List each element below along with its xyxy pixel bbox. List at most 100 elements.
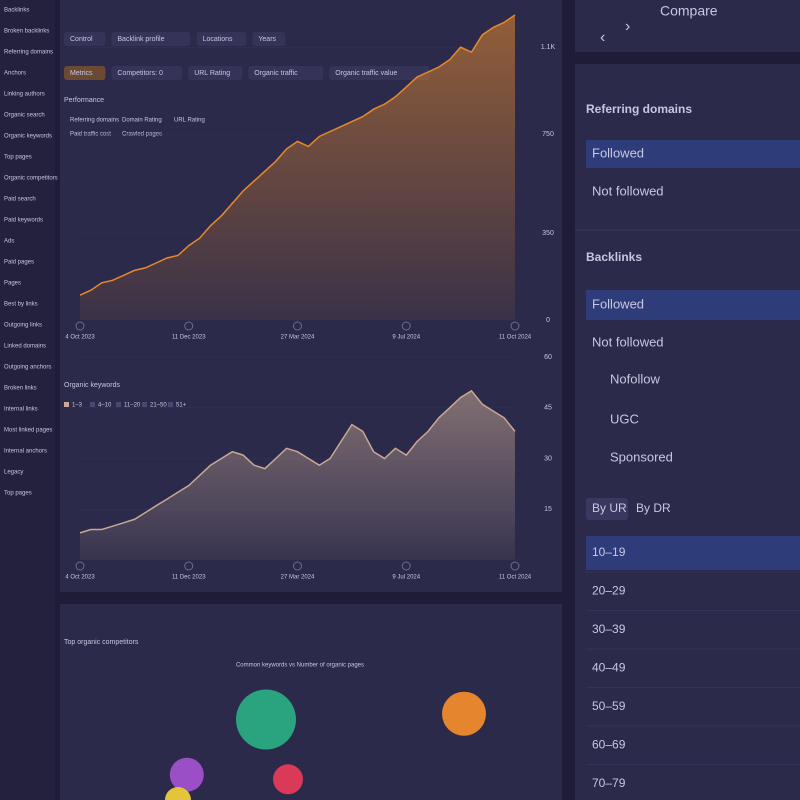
filter-row[interactable]: Followed: [592, 145, 644, 160]
control-pill[interactable]: [64, 66, 106, 80]
section-title: Backlinks: [586, 250, 642, 264]
x-tick-label: 27 Mar 2024: [281, 575, 315, 581]
range-row[interactable]: 20–29: [592, 584, 626, 598]
control-label[interactable]: Competitors: 0: [117, 70, 163, 77]
sidebar-item[interactable]: Legacy: [4, 470, 23, 476]
bucket-label[interactable]: 1–3: [72, 403, 83, 409]
sidebar-item[interactable]: Pages: [4, 281, 21, 287]
sidebar-item[interactable]: Outgoing links: [4, 323, 42, 329]
bucket-swatch[interactable]: [168, 402, 173, 407]
filter-row[interactable]: Not followed: [592, 183, 664, 198]
filter-label[interactable]: Years: [258, 36, 276, 43]
bucket-label[interactable]: 21–50: [150, 403, 167, 409]
sidebar-item[interactable]: Linking authors: [4, 92, 45, 98]
sidebar-item[interactable]: Top pages: [4, 155, 32, 161]
filter-row[interactable]: Followed: [592, 296, 644, 311]
control-pill[interactable]: [188, 66, 243, 80]
rating-tab[interactable]: By UR: [592, 501, 627, 515]
sidebar-item[interactable]: Ads: [4, 239, 14, 245]
bucket-swatch[interactable]: [64, 402, 69, 407]
range-row[interactable]: 40–49: [592, 661, 626, 675]
control-pill[interactable]: [111, 66, 183, 80]
metric-option[interactable]: Paid traffic cost: [70, 132, 111, 138]
bubble[interactable]: [165, 787, 191, 800]
bubble[interactable]: [273, 764, 303, 795]
filter-label[interactable]: Locations: [203, 36, 233, 43]
sidebar-item[interactable]: Broken links: [4, 386, 37, 392]
nav-prev[interactable]: ‹: [600, 29, 605, 46]
control-label[interactable]: Metrics: [70, 70, 93, 77]
sidebar-item[interactable]: Best by links: [4, 302, 38, 308]
filter-row[interactable]: Sponsored: [610, 449, 673, 464]
sidebar-item[interactable]: Paid pages: [4, 260, 34, 266]
bubble[interactable]: [236, 689, 296, 750]
x-tick-label: 9 Jul 2024: [392, 575, 420, 581]
metric-option[interactable]: Domain Rating: [122, 118, 162, 124]
bucket-swatch[interactable]: [90, 402, 95, 407]
control-label[interactable]: Organic traffic value: [335, 70, 397, 77]
control-label[interactable]: Organic traffic: [254, 70, 298, 77]
sidebar-item[interactable]: Backlinks: [4, 8, 29, 14]
sidebar-item[interactable]: Top pages: [4, 491, 32, 497]
filter-pill[interactable]: [64, 32, 106, 46]
sidebar-item[interactable]: Paid search: [4, 197, 36, 203]
x-tick-label: 4 Oct 2023: [65, 575, 95, 581]
sidebar-item[interactable]: Outgoing anchors: [4, 365, 51, 371]
sidebar-item[interactable]: Referring domains: [4, 50, 53, 56]
sidebar-item[interactable]: Linked domains: [4, 344, 46, 350]
range-row[interactable]: 30–39: [592, 622, 626, 636]
filter-row[interactable]: Not followed: [592, 334, 664, 349]
filter-label[interactable]: Backlink profile: [117, 36, 164, 43]
sidebar-item[interactable]: Organic competitors: [4, 176, 58, 182]
range-row[interactable]: 50–59: [592, 699, 626, 713]
y-tick-label: 45: [544, 405, 552, 412]
x-tick-label: 11 Dec 2023: [172, 575, 206, 581]
filter-pill[interactable]: [111, 32, 191, 46]
sidebar-item[interactable]: Internal anchors: [4, 449, 47, 455]
range-row[interactable]: 10–19: [592, 545, 626, 559]
row-highlight: [586, 536, 800, 570]
sidebar-item[interactable]: Internal links: [4, 407, 38, 413]
sidebar-item[interactable]: Most linked pages: [4, 428, 52, 434]
bubble[interactable]: [442, 691, 486, 736]
sidebar-item[interactable]: Organic search: [4, 113, 45, 119]
y-tick-label: 0: [546, 317, 550, 324]
sidebar-item[interactable]: Paid keywords: [4, 218, 43, 224]
y-tick-label: 60: [544, 354, 552, 361]
control-pill[interactable]: [248, 66, 324, 80]
filter-row[interactable]: Nofollow: [610, 371, 660, 386]
control-label[interactable]: URL Rating: [194, 70, 230, 77]
range-row[interactable]: 60–69: [592, 738, 626, 752]
x-tick-label: 9 Jul 2024: [392, 335, 420, 341]
metric-option[interactable]: Referring domains: [70, 118, 119, 124]
nav-next[interactable]: ›: [625, 18, 630, 35]
sidebar-item[interactable]: Broken backlinks: [4, 29, 49, 35]
area-fill: [80, 15, 515, 320]
sidebar-item[interactable]: Anchors: [4, 71, 26, 77]
x-tick-label: 27 Mar 2024: [281, 335, 315, 341]
sidebar-item[interactable]: Organic keywords: [4, 134, 52, 140]
rating-tab[interactable]: By DR: [636, 501, 671, 515]
filter-pill[interactable]: [196, 32, 247, 46]
performance-title: Performance: [64, 97, 104, 104]
compare-panel: [575, 0, 800, 52]
filter-row[interactable]: UGC: [610, 411, 639, 426]
metric-option[interactable]: URL Rating: [174, 118, 205, 124]
control-pill[interactable]: [329, 66, 430, 80]
bucket-swatch[interactable]: [142, 402, 147, 407]
annotation-dot: [184, 561, 194, 571]
filter-label[interactable]: Control: [70, 36, 93, 43]
bucket-swatch[interactable]: [116, 402, 121, 407]
range-row[interactable]: 70–79: [592, 776, 626, 790]
row-highlight: [586, 140, 800, 168]
x-tick-label: 4 Oct 2023: [65, 335, 95, 341]
metric-option[interactable]: Crawled pages: [122, 132, 162, 138]
bubble[interactable]: [169, 757, 204, 792]
bucket-label[interactable]: 4–10: [98, 403, 112, 409]
filter-pill[interactable]: [252, 32, 286, 46]
bucket-label[interactable]: 51+: [176, 403, 187, 409]
competitors-subtitle: Common keywords vs Number of organic pag…: [236, 663, 364, 669]
annotation-dot: [293, 561, 302, 571]
x-tick-label: 11 Oct 2024: [499, 575, 532, 581]
bucket-label[interactable]: 11–20: [124, 403, 141, 409]
